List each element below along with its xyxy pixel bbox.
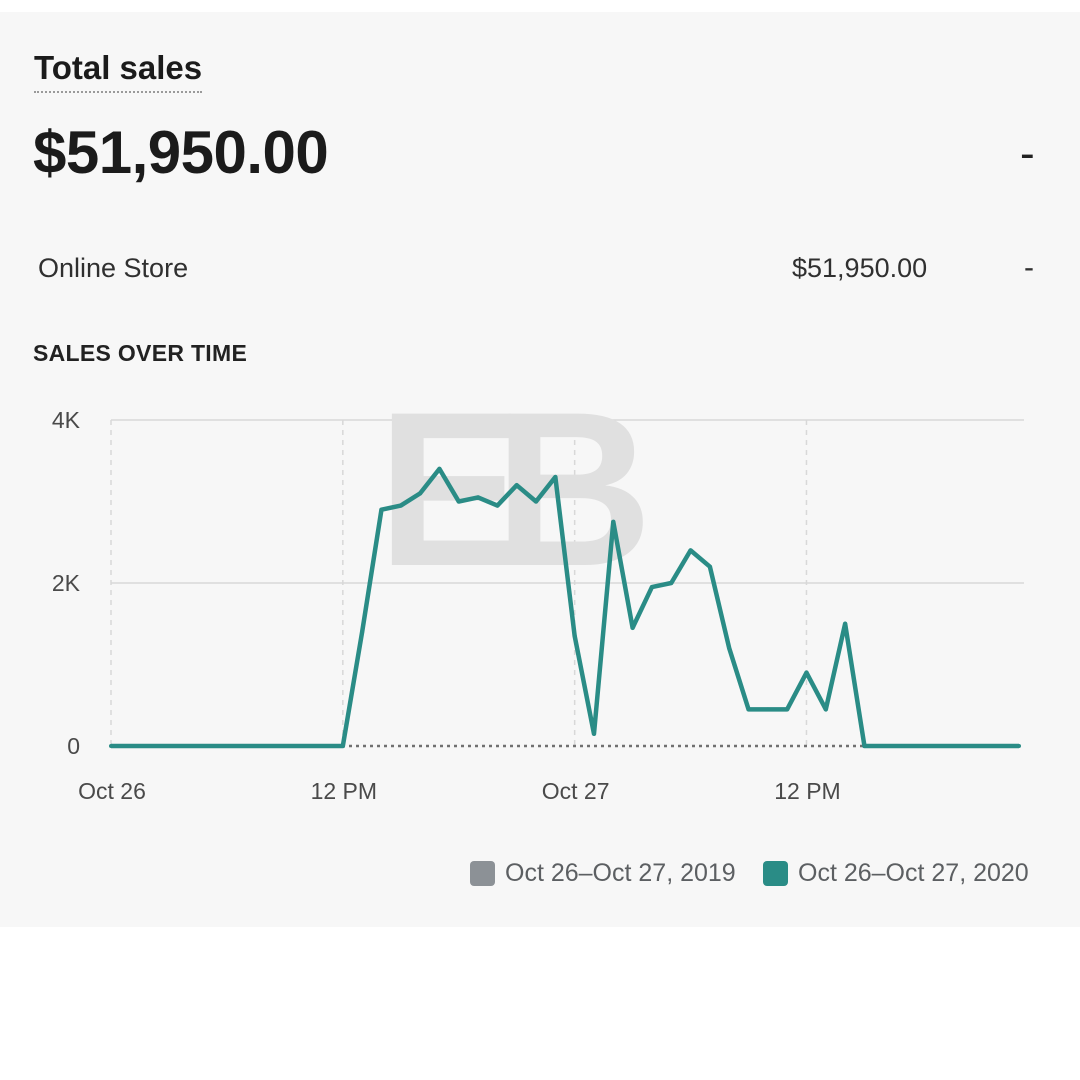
data-point-2020 [920, 744, 925, 748]
data-point-2020 [630, 625, 635, 630]
data-point-2020 [437, 466, 442, 471]
data-point-2020 [360, 629, 365, 634]
legend-item-2019[interactable]: Oct 26–Oct 27, 2019 [470, 858, 736, 888]
section-title: SALES OVER TIME [33, 340, 248, 366]
series-line-2020 [111, 466, 1019, 749]
data-point-2020 [302, 744, 307, 748]
data-point-2020 [282, 744, 287, 748]
chart-grid [110, 419, 1024, 746]
data-point-2020 [224, 744, 229, 748]
chart-series [111, 466, 1019, 749]
data-point-2020 [939, 744, 944, 748]
data-point-2020 [1017, 744, 1021, 748]
total-sales-value: $51,950.00 [33, 119, 329, 186]
legend-label-2020: Oct 26–Oct 27, 2020 [798, 859, 1029, 887]
data-point-2020 [495, 503, 500, 508]
legend-swatch-2019 [470, 860, 495, 886]
x-axis: Oct 26 12 PM Oct 27 12 PM [78, 778, 841, 804]
data-point-2020 [823, 707, 828, 712]
data-point-2020 [707, 564, 712, 569]
y-axis: 0 2K 4K [52, 407, 81, 759]
data-point-2020 [997, 744, 1002, 748]
x-tick-label: Oct 26 [78, 778, 146, 804]
legend-swatch-2020 [763, 860, 788, 886]
data-point-2020 [340, 744, 345, 748]
data-point-2020 [379, 507, 384, 512]
data-point-2020 [418, 491, 423, 496]
chart-points [109, 466, 1021, 748]
data-point-2020 [591, 731, 596, 736]
sales-card [0, 12, 1080, 927]
data-point-2020 [205, 744, 210, 748]
legend-label-2019: Oct 26–Oct 27, 2019 [505, 859, 736, 887]
data-point-2020 [959, 744, 964, 748]
data-point-2020 [785, 707, 790, 712]
card-title[interactable]: Total sales [34, 46, 203, 93]
total-sales-change: - [1020, 129, 1035, 178]
x-tick-label: 12 PM [311, 778, 377, 804]
breakdown-label-online-store: Online Store [38, 253, 189, 283]
x-tick-label: 12 PM [774, 778, 840, 804]
data-point-2020 [147, 744, 152, 748]
legend-item-2020[interactable]: Oct 26–Oct 27, 2020 [763, 858, 1029, 888]
y-tick-label: 4K [52, 407, 81, 433]
breakdown-change-online-store: - [1024, 251, 1034, 284]
data-point-2020 [128, 744, 133, 748]
data-point-2020 [263, 744, 268, 748]
data-point-2020 [553, 475, 558, 480]
data-point-2020 [534, 499, 539, 504]
data-point-2020 [881, 744, 886, 748]
data-point-2020 [514, 483, 519, 488]
data-point-2020 [746, 707, 751, 712]
data-point-2020 [611, 519, 616, 524]
data-point-2020 [398, 503, 403, 508]
data-point-2020 [186, 744, 191, 748]
y-tick-label: 2K [52, 570, 81, 596]
data-point-2020 [649, 585, 654, 590]
data-point-2020 [901, 744, 906, 748]
data-point-2020 [727, 646, 732, 651]
data-point-2020 [804, 670, 809, 675]
y-tick-label: 0 [67, 733, 80, 759]
data-point-2020 [456, 499, 461, 504]
data-point-2020 [669, 581, 674, 585]
data-point-2020 [688, 548, 693, 553]
data-point-2020 [166, 744, 171, 748]
data-point-2020 [572, 633, 577, 638]
x-tick-label: Oct 27 [542, 778, 610, 804]
data-point-2020 [244, 744, 249, 748]
data-point-2020 [109, 744, 113, 748]
data-point-2020 [978, 744, 983, 748]
data-point-2020 [765, 707, 770, 712]
data-point-2020 [843, 621, 848, 626]
data-point-2020 [862, 744, 867, 748]
breakdown-value-online-store: $51,950.00 [792, 253, 928, 283]
data-point-2020 [476, 495, 481, 500]
data-point-2020 [321, 744, 326, 748]
